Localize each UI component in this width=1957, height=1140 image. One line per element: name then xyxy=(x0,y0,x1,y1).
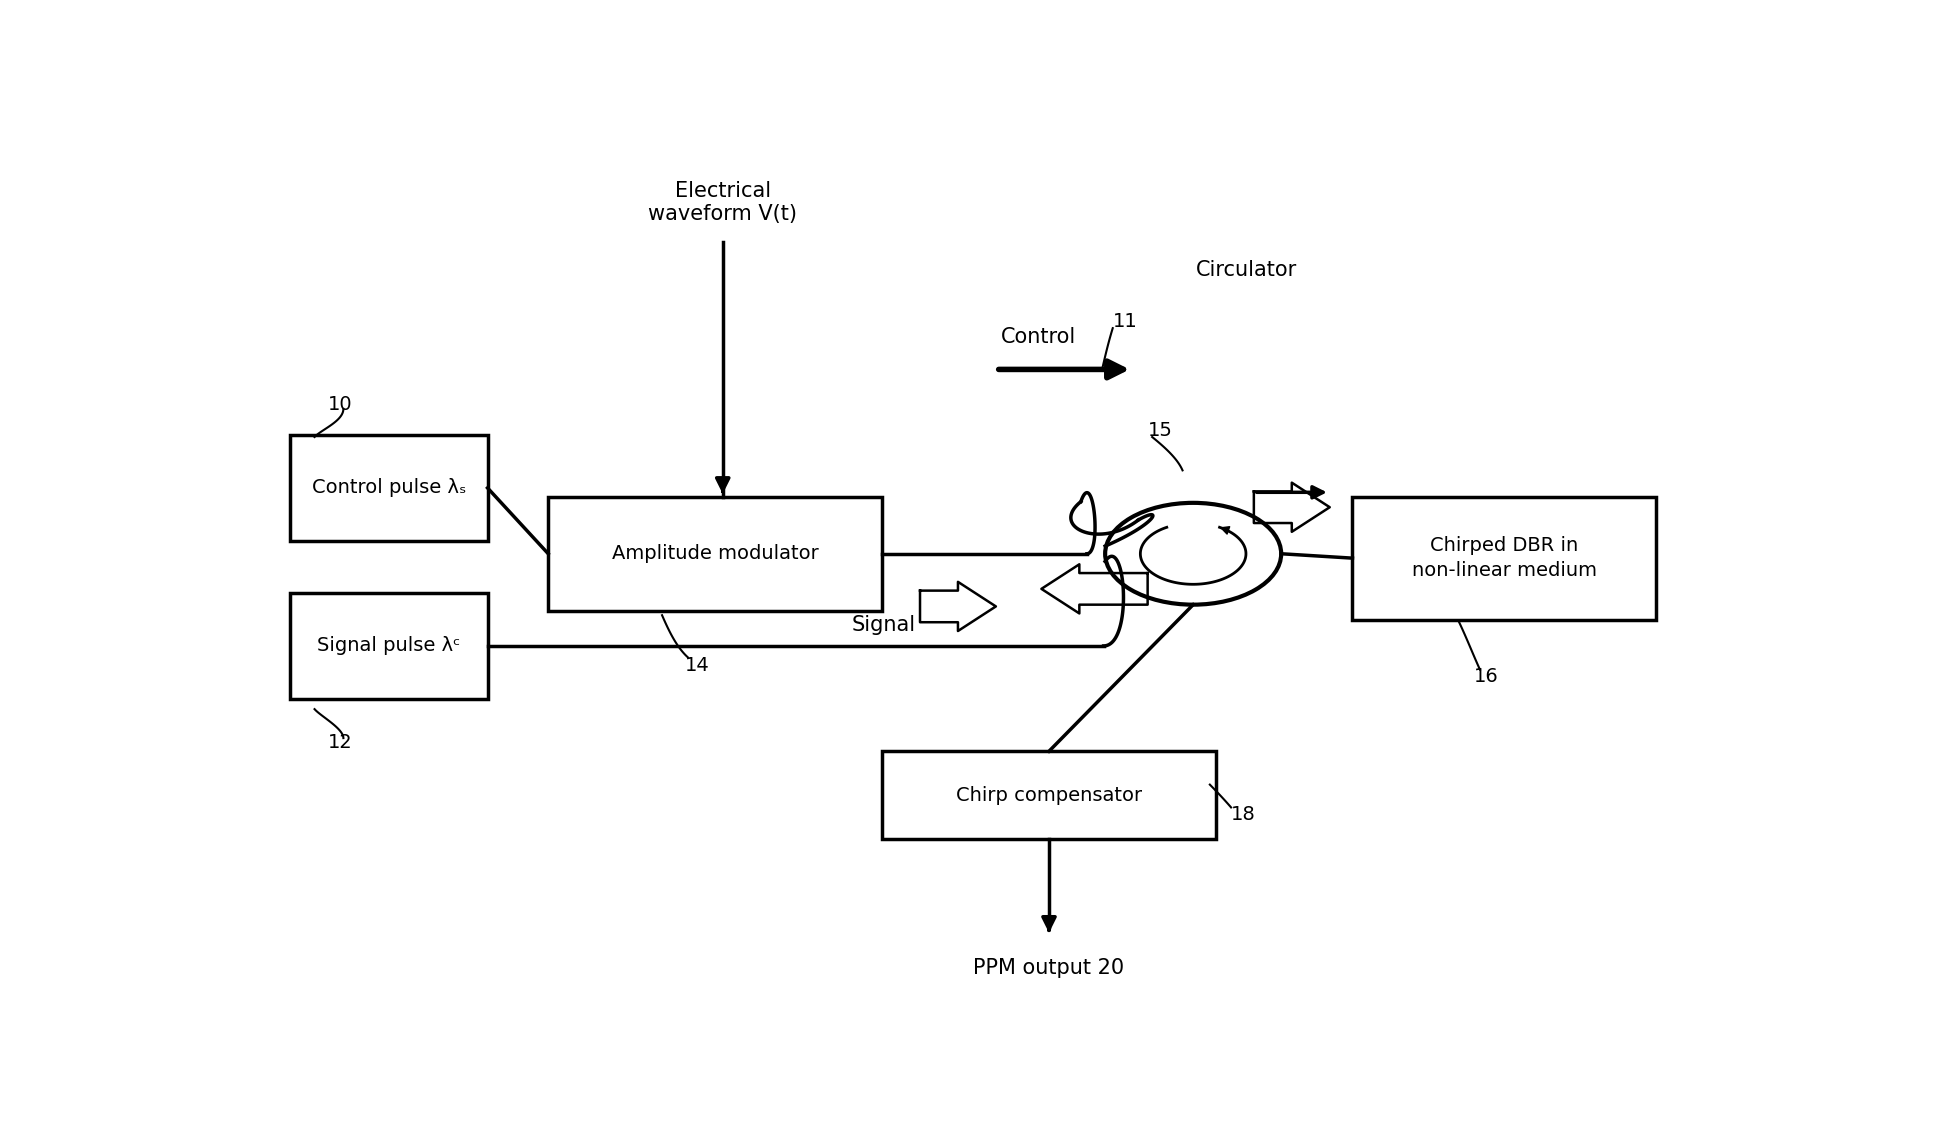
Text: Control: Control xyxy=(1000,327,1074,348)
Bar xyxy=(881,751,1215,839)
Text: Circulator: Circulator xyxy=(1196,260,1296,279)
Text: 16: 16 xyxy=(1474,667,1497,686)
Text: Control pulse λₛ: Control pulse λₛ xyxy=(311,479,466,497)
Text: Chirp compensator: Chirp compensator xyxy=(955,785,1141,805)
Bar xyxy=(290,593,487,699)
Text: 18: 18 xyxy=(1231,805,1254,824)
Text: PPM output 20: PPM output 20 xyxy=(973,958,1123,977)
Text: 14: 14 xyxy=(685,656,708,675)
Text: Chirped DBR in
non-linear medium: Chirped DBR in non-linear medium xyxy=(1411,536,1595,580)
Bar xyxy=(548,497,881,611)
Text: Amplitude modulator: Amplitude modulator xyxy=(611,544,818,563)
Text: 11: 11 xyxy=(1112,311,1137,331)
Text: Electrical
waveform V(t): Electrical waveform V(t) xyxy=(648,180,796,223)
Text: 10: 10 xyxy=(329,396,352,414)
Text: 15: 15 xyxy=(1147,422,1172,440)
Bar xyxy=(290,435,487,540)
Text: Signal pulse λᶜ: Signal pulse λᶜ xyxy=(317,636,460,655)
Text: 12: 12 xyxy=(329,733,352,752)
Text: Signal: Signal xyxy=(851,616,916,635)
Bar xyxy=(1352,497,1656,619)
